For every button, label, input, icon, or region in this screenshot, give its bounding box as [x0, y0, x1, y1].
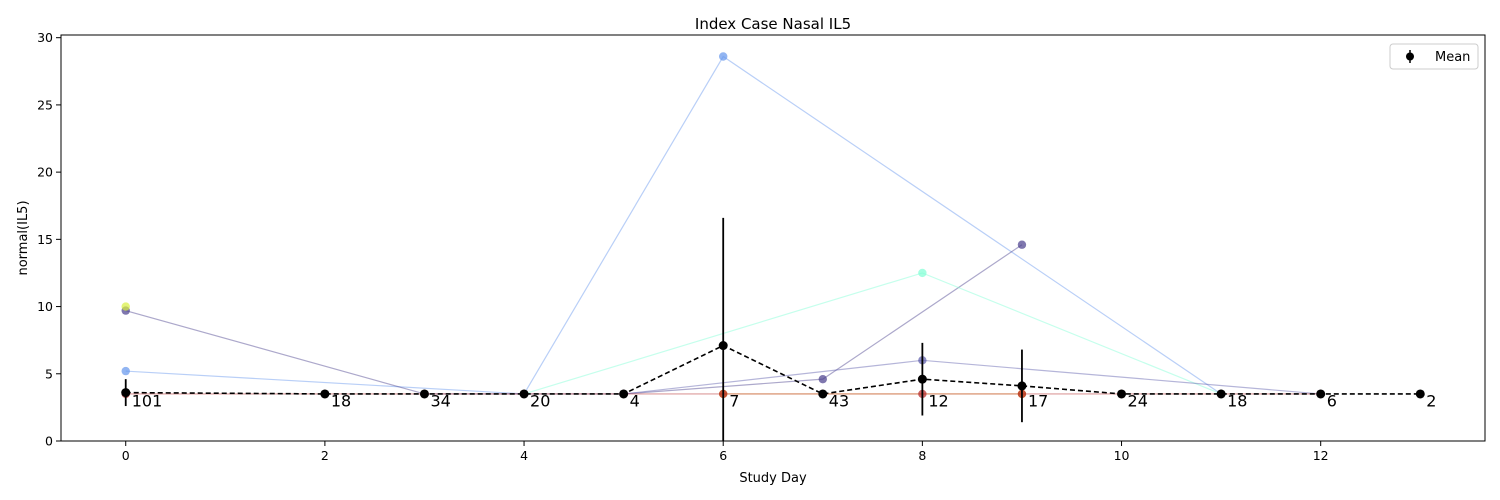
mean-point [1117, 389, 1127, 399]
individual-series-point [818, 374, 827, 384]
plot-frame [60, 34, 1486, 442]
y-tick-label: 25 [37, 97, 53, 112]
mean-point [320, 389, 330, 399]
y-axis-label: normal(IL5) [16, 200, 31, 275]
mean-point [619, 389, 629, 399]
x-tick-label: 4 [520, 448, 528, 463]
x-axis-label: Study Day [739, 471, 807, 486]
x-tick-label: 2 [321, 448, 329, 463]
legend-marker [1406, 52, 1414, 61]
y-axis: 0 5 10 15 20 25 30 [37, 30, 61, 449]
individual-series-line [523, 272, 1222, 395]
chart-title: Index Case Nasal IL5 [695, 15, 851, 33]
sample-count-label: 43 [829, 392, 849, 411]
sample-count-label: 12 [928, 392, 948, 411]
y-tick-label: 15 [37, 232, 53, 247]
sample-count-label: 6 [1327, 392, 1337, 411]
x-tick-label: 10 [1114, 448, 1130, 463]
individual-series-line [125, 55, 1222, 395]
mean-point [917, 374, 927, 384]
sample-count-label: 24 [1128, 392, 1148, 411]
individual-series-line [125, 244, 1023, 395]
legend: Mean [1389, 43, 1479, 70]
mean-point [419, 389, 429, 399]
sample-count-label: 18 [1227, 392, 1247, 411]
sample-count-label: 101 [132, 392, 163, 411]
legend-box [1389, 43, 1479, 70]
mean-point [1316, 389, 1326, 399]
legend-entry-mean: Mean [1435, 50, 1470, 65]
plot-area: 101 18 34 20 4 7 43 12 17 24 18 6 2 [121, 52, 1436, 441]
individual-series-point [121, 302, 130, 311]
mean-series-line [125, 344, 1421, 395]
x-tick-label: 6 [719, 448, 727, 463]
y-tick-label: 5 [45, 366, 53, 381]
mean-point [121, 388, 131, 398]
x-tick-label: 0 [122, 448, 130, 463]
individual-series-point [719, 52, 728, 61]
x-tick-label: 12 [1313, 448, 1329, 463]
y-tick-label: 20 [37, 165, 53, 180]
y-tick-label: 10 [37, 299, 53, 314]
sample-count-label: 4 [630, 392, 640, 411]
mean-point [718, 341, 728, 351]
sample-count-label: 34 [430, 392, 450, 411]
mean-point [519, 389, 529, 399]
sample-count-label: 17 [1028, 392, 1048, 411]
y-tick-label: 30 [37, 30, 53, 45]
mean-point [1017, 381, 1027, 391]
mean-point [1415, 389, 1425, 399]
mean-point [1216, 389, 1226, 399]
sample-count-label: 7 [729, 392, 739, 411]
y-tick-label: 0 [45, 434, 53, 449]
sample-count-label: 20 [530, 392, 550, 411]
individual-series-point [918, 268, 927, 278]
sample-count-label: 18 [331, 392, 351, 411]
x-axis: 0 2 4 6 8 10 12 [122, 441, 1329, 463]
individual-series-point [1017, 240, 1027, 249]
individual-series-point [121, 366, 130, 376]
mean-point [818, 389, 828, 399]
x-tick-label: 8 [918, 448, 926, 463]
sample-count-label: 2 [1426, 392, 1436, 411]
individual-series-line [623, 359, 1321, 395]
